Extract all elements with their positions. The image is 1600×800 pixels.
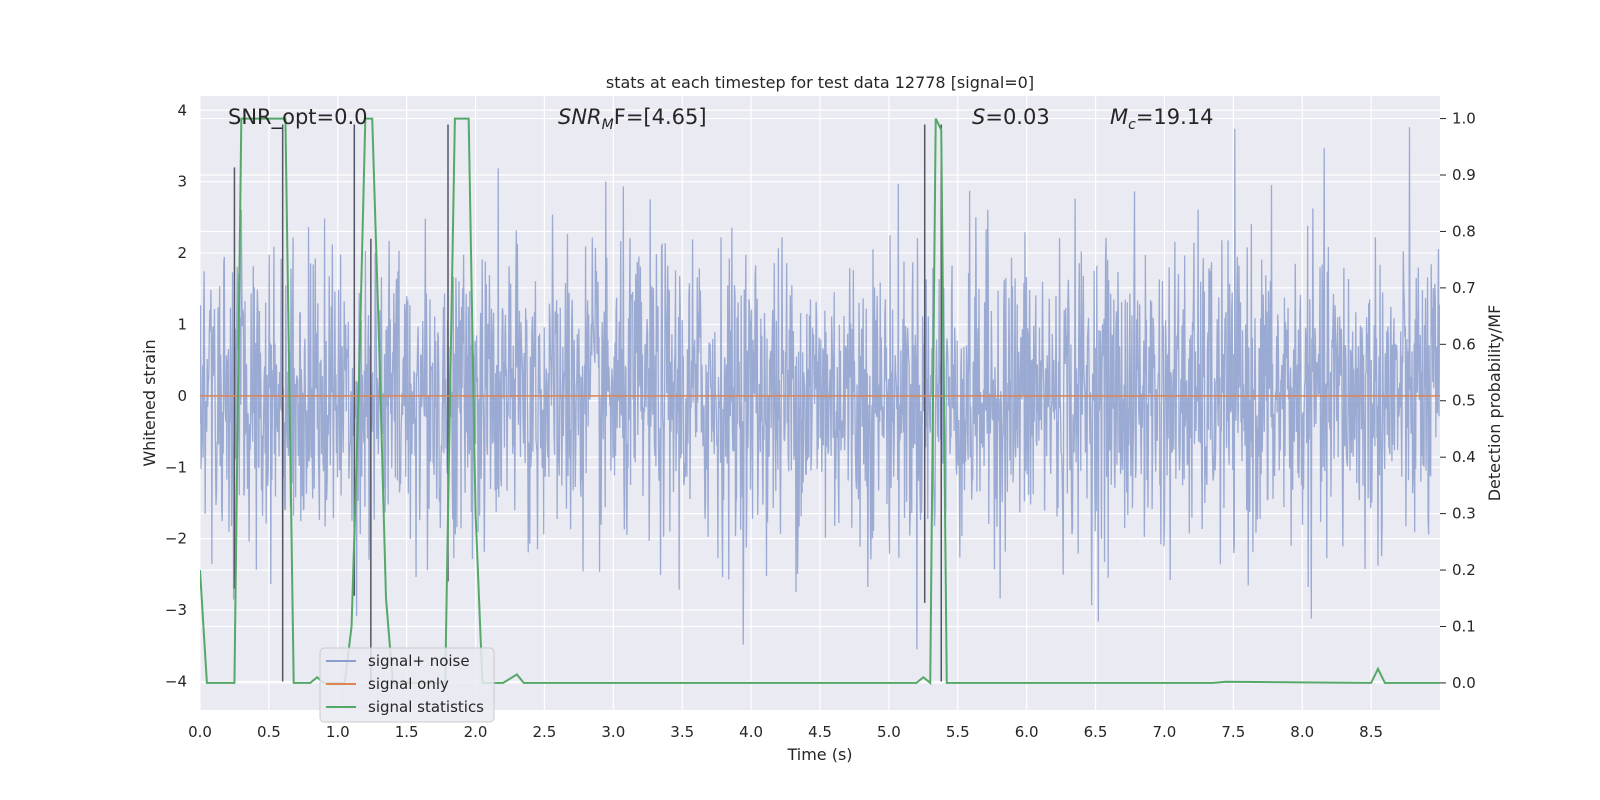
y-tick-label: 3: [177, 173, 187, 191]
chart-title: stats at each timestep for test data 127…: [606, 73, 1034, 92]
signal-noise-series: [200, 127, 1440, 650]
x-tick-label: 0.5: [257, 723, 281, 741]
annotation-snr-opt: SNR_opt=0.0: [228, 105, 368, 130]
x-tick-label: 5.0: [877, 723, 901, 741]
x-tick-label: 0.0: [188, 723, 212, 741]
x-tick-label: 1.0: [326, 723, 350, 741]
x-tick-label: 4.5: [808, 723, 832, 741]
s-label: S: [972, 105, 985, 129]
y2-axis-ticks: 1.0 0.9 0.8 0.7 0.6 0.5 0.4 0.3 0.2 0.1 0.0: [1440, 110, 1476, 692]
y2-tick-label: 0.6: [1452, 335, 1476, 353]
x-tick-label: 2.0: [464, 723, 488, 741]
legend: signal+ noise signal only signal statist…: [319, 647, 495, 723]
x-tick-label: 8.0: [1290, 723, 1314, 741]
signal-noise-line: [200, 127, 1440, 650]
y-tick-label: −4: [165, 672, 187, 690]
x-tick-label: 6.5: [1084, 723, 1108, 741]
y2-tick-label: 0.0: [1452, 674, 1476, 692]
x-axis-ticks: 0.0 0.5 1.0 1.5 2.0 2.5 3.0 3.5 4.0 4.5 5.0 5.5 6.0 6…: [188, 723, 1383, 741]
y2-tick-label: 0.2: [1452, 561, 1476, 579]
y2-tick-label: 0.9: [1452, 166, 1476, 184]
y-axis-ticks: 4 3 2 1 0 −1 −2 −3 −4: [165, 101, 187, 690]
mc-value: =19.14: [1136, 105, 1214, 129]
snr-mf-suffix: F=[4.65]: [614, 105, 707, 129]
x-tick-label: 7.0: [1153, 723, 1177, 741]
y-tick-label: −2: [165, 530, 187, 548]
mc-label: M: [1110, 105, 1128, 129]
x-tick-label: 8.5: [1359, 723, 1383, 741]
y2-tick-label: 0.5: [1452, 392, 1476, 410]
y-axis-label: Whitened strain: [140, 339, 159, 466]
legend-label-signal-only: signal only: [368, 675, 449, 693]
y-tick-label: 2: [177, 244, 187, 262]
x-tick-label: 4.0: [739, 723, 763, 741]
y2-tick-label: 0.4: [1452, 448, 1476, 466]
x-tick-label: 7.5: [1221, 723, 1245, 741]
x-tick-label: 1.5: [395, 723, 419, 741]
y2-tick-label: 0.1: [1452, 617, 1476, 635]
x-tick-label: 3.5: [670, 723, 694, 741]
y2-tick-label: 0.7: [1452, 279, 1476, 297]
snr-mf-label: SNR: [558, 105, 602, 129]
y-tick-label: −1: [165, 458, 187, 476]
annotation-mc: Mc=19.14: [1110, 105, 1214, 133]
y2-tick-label: 0.8: [1452, 222, 1476, 240]
data-layer: [200, 117, 1440, 686]
legend-label-signal-noise: signal+ noise: [368, 652, 470, 670]
x-tick-label: 6.0: [1015, 723, 1039, 741]
y-tick-label: 1: [177, 315, 187, 333]
mc-sub: c: [1128, 117, 1136, 133]
y2-tick-label: 1.0: [1452, 110, 1476, 128]
annotation-s: S=0.03: [972, 105, 1050, 129]
legend-box: [319, 647, 495, 723]
x-tick-label: 5.5: [946, 723, 970, 741]
x-tick-label: 2.5: [533, 723, 557, 741]
x-tick-label: 3.0: [601, 723, 625, 741]
y-tick-label: 4: [177, 101, 187, 119]
y-tick-label: −3: [165, 601, 187, 619]
y2-axis-label: Detection probability/MF: [1485, 305, 1504, 502]
legend-label-signal-statistics: signal statistics: [368, 698, 484, 716]
y-tick-label: 0: [177, 387, 187, 405]
snr-mf-sub: M: [602, 117, 614, 133]
annotation-snr-mf: SNRMF=[4.65]: [558, 105, 707, 133]
s-value: =0.03: [985, 105, 1049, 129]
x-axis-label: Time (s): [786, 745, 852, 764]
y2-tick-label: 0.3: [1452, 505, 1476, 523]
